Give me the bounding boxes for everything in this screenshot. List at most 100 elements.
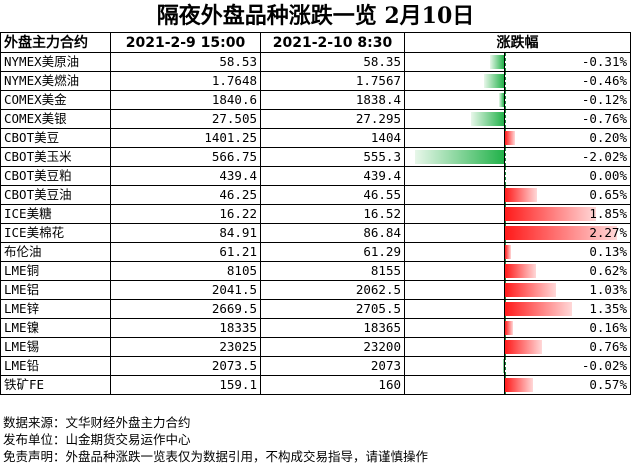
prev-price: 84.91 [110, 223, 261, 243]
curr-price: 8155 [260, 261, 405, 281]
table-row: ICE美糖 16.22 16.52 1.85% [0, 204, 631, 224]
contract-name: CBOT美豆粕 [0, 166, 111, 186]
curr-price: 16.52 [260, 204, 405, 224]
change-pct-label: 1.03% [589, 282, 627, 297]
header-contract: 外盘主力合约 [0, 32, 111, 53]
table-row: 布伦油 61.21 61.29 0.13% [0, 242, 631, 262]
change-pct-label: 0.57% [589, 377, 627, 392]
contract-name: LME镍 [0, 318, 111, 338]
header-prev-price: 2021-2-9 15:00 [110, 32, 261, 53]
change-bar-cell [404, 166, 505, 186]
zero-axis-line [505, 167, 506, 185]
note-disclaimer: 免责声明：外盘品种涨跌一览表仅为数据引用，不构成交易指导，请谨慎操作 [3, 449, 429, 464]
change-bar-cell [404, 337, 505, 357]
contract-name: ICE美糖 [0, 204, 111, 224]
prev-price: 2669.5 [110, 299, 261, 319]
change-pct-label: -0.46% [581, 73, 627, 88]
table-row: NYMEX美原油 58.53 58.35 -0.31% [0, 52, 631, 72]
contract-name: ICE美棉花 [0, 223, 111, 243]
contract-name: CBOT美豆油 [0, 185, 111, 205]
contract-name: CBOT美豆 [0, 128, 111, 148]
change-pct-cell: 0.76% [504, 337, 631, 357]
change-pct-label: -0.12% [581, 92, 627, 107]
table-row: ICE美棉花 84.91 86.84 2.27% [0, 223, 631, 243]
prev-price: 58.53 [110, 52, 261, 72]
curr-price: 61.29 [260, 242, 405, 262]
curr-price: 2705.5 [260, 299, 405, 319]
curr-price: 23200 [260, 337, 405, 357]
change-pct-label: 1.85% [589, 206, 627, 221]
change-bar-negative [498, 93, 504, 107]
change-pct-cell: 0.62% [504, 261, 631, 281]
zero-axis-line [505, 72, 506, 90]
table-row: CBOT美豆粕 439.4 439.4 0.00% [0, 166, 631, 186]
prev-price: 439.4 [110, 166, 261, 186]
table-row: CBOT美豆油 46.25 46.55 0.65% [0, 185, 631, 205]
prev-price: 566.75 [110, 147, 261, 167]
note-publisher: 发布单位：山金期货交易运作中心 [3, 432, 191, 447]
change-pct-cell: 0.16% [504, 318, 631, 338]
table-row: COMEX美金 1840.6 1838.4 -0.12% [0, 90, 631, 110]
table-row: LME铜 8105 8155 0.62% [0, 261, 631, 281]
change-pct-label: 0.00% [589, 168, 627, 183]
change-pct-cell: -0.76% [504, 109, 631, 129]
contract-name: LME铝 [0, 280, 111, 300]
change-pct-cell: 0.00% [504, 166, 631, 186]
change-bar-cell [404, 185, 505, 205]
prev-price: 23025 [110, 337, 261, 357]
change-bar-negative [503, 359, 504, 373]
prev-price: 46.25 [110, 185, 261, 205]
change-pct-cell: 1.85% [504, 204, 631, 224]
curr-price: 2073 [260, 356, 405, 376]
zero-axis-line [505, 91, 506, 109]
change-pct-label: -0.76% [581, 111, 627, 126]
change-bar-cell [404, 147, 505, 167]
table-row: CBOT美豆 1401.25 1404 0.20% [0, 128, 631, 148]
contract-name: 铁矿FE [0, 375, 111, 395]
change-bar-cell [404, 128, 505, 148]
change-bar-positive [505, 264, 536, 278]
change-pct-label: 0.76% [589, 339, 627, 354]
change-bar-cell [404, 299, 505, 319]
zero-axis-line [505, 148, 506, 166]
change-pct-label: 0.65% [589, 187, 627, 202]
zero-axis-line [505, 53, 506, 71]
change-bar-negative [490, 55, 504, 69]
table-header-row: 外盘主力合约 2021-2-9 15:00 2021-2-10 8:30 涨跌幅 [0, 32, 631, 53]
curr-price: 58.35 [260, 52, 405, 72]
change-bar-cell [404, 356, 505, 376]
change-pct-label: -0.31% [581, 54, 627, 69]
change-pct-cell: 0.65% [504, 185, 631, 205]
note-data-source: 数据来源：文华财经外盘主力合约 [3, 415, 191, 430]
curr-price: 2062.5 [260, 280, 405, 300]
zero-axis-line [505, 110, 506, 128]
change-bar-negative [415, 150, 504, 164]
change-bar-cell [404, 375, 505, 395]
contract-name: LME铅 [0, 356, 111, 376]
change-pct-label: 0.62% [589, 263, 627, 278]
curr-price: 439.4 [260, 166, 405, 186]
curr-price: 1838.4 [260, 90, 405, 110]
contract-name: LME锡 [0, 337, 111, 357]
curr-price: 555.3 [260, 147, 405, 167]
table-row: LME铅 2073.5 2073 -0.02% [0, 356, 631, 376]
change-bar-positive [505, 378, 534, 392]
curr-price: 86.84 [260, 223, 405, 243]
contract-name: NYMEX美原油 [0, 52, 111, 72]
header-curr-price: 2021-2-10 8:30 [260, 32, 405, 53]
prev-price: 1401.25 [110, 128, 261, 148]
change-bar-cell [404, 90, 505, 110]
change-pct-label: -2.02% [581, 149, 627, 164]
prev-price: 2073.5 [110, 356, 261, 376]
change-bar-positive [505, 321, 513, 335]
table-row: COMEX美银 27.505 27.295 -0.76% [0, 109, 631, 129]
curr-price: 1404 [260, 128, 405, 148]
change-pct-cell: -0.12% [504, 90, 631, 110]
page-title: 隔夜外盘品种涨跌一览 2月10日 [156, 3, 475, 29]
prev-price: 159.1 [110, 375, 261, 395]
change-bar-positive [505, 188, 538, 202]
prev-price: 8105 [110, 261, 261, 281]
change-pct-cell: 0.20% [504, 128, 631, 148]
change-bar-positive [505, 302, 572, 316]
